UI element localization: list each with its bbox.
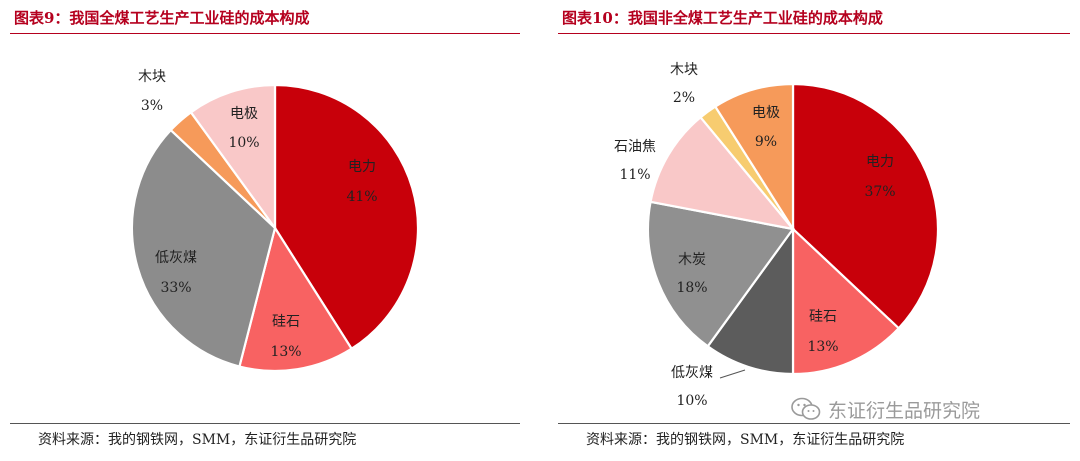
chart-title-right: 图表10：我国非全煤工艺生产工业硅的成本构成 — [562, 9, 883, 27]
pie-slice — [791, 82, 940, 330]
title-divider-right — [558, 33, 1070, 34]
slice-label: 低灰煤 — [155, 250, 197, 266]
pie-slice — [238, 225, 354, 373]
chart-title-left: 图表9：我国全煤工艺生产工业硅的成本构成 — [14, 9, 310, 27]
slice-label: 电力 — [866, 154, 894, 170]
slice-value-label: 13% — [270, 344, 301, 360]
slice-value-label: 10% — [228, 135, 259, 151]
slice-value-label: 10% — [676, 393, 707, 409]
source-note-left: 资料来源：我的钢铁网，SMM，东证衍生品研究院 — [38, 432, 357, 448]
watermark: 东证衍生品研究院 — [790, 392, 980, 426]
pie-slice — [713, 82, 795, 233]
pie-slice — [706, 225, 795, 376]
slice-value-label: 11% — [619, 167, 650, 183]
source-divider-right — [558, 423, 1070, 424]
slice-label: 木块 — [138, 69, 166, 85]
wechat-icon — [791, 397, 821, 420]
chart-panel-right: 图表10：我国非全煤工艺生产工业硅的成本构成 电力 37% 硅石 13% 低灰煤 10% 木… — [548, 0, 1080, 461]
slice-value-label: 2% — [673, 90, 695, 106]
pie-chart-right: 电力 37% 硅石 13% 低灰煤 10% 木炭 18% 石油焦 11% 木块 2% 电极 9% — [614, 62, 940, 409]
chart-panel-left: 图表9：我国全煤工艺生产工业硅的成本构成 电力 41% 硅石 13% 低灰煤 33% 木块 3… — [0, 0, 530, 461]
slice-label: 电力 — [348, 159, 376, 175]
source-note-right: 资料来源：我的钢铁网，SMM，东证衍生品研究院 — [586, 432, 905, 448]
slice-label: 硅石 — [272, 314, 300, 330]
slice-label: 低灰煤 — [671, 365, 713, 381]
slice-label: 石油焦 — [614, 139, 656, 155]
watermark-text: 东证衍生品研究院 — [828, 399, 981, 422]
slice-label: 硅石 — [809, 309, 837, 325]
pie-slice — [791, 226, 901, 376]
slice-value-label: 41% — [346, 189, 377, 205]
pie-slice — [649, 115, 796, 231]
slice-value-label: 3% — [141, 98, 163, 114]
slice-value-label: 33% — [160, 280, 191, 296]
slice-value-label: 18% — [676, 280, 707, 296]
slice-value-label: 9% — [755, 134, 777, 150]
slice-value-label: 37% — [864, 184, 895, 200]
leader-line — [719, 369, 746, 379]
title-divider-left — [10, 33, 520, 34]
slice-value-label: 13% — [807, 339, 838, 355]
pie-slice — [130, 128, 277, 368]
slice-label: 电极 — [230, 106, 258, 122]
slice-label: 电极 — [752, 105, 780, 121]
pie-chart-left: 电力 41% 硅石 13% 低灰煤 33% 木块 3% 电极 10% — [130, 69, 420, 373]
source-divider-left — [10, 423, 520, 424]
slice-label: 木炭 — [678, 252, 706, 268]
slice-label: 木块 — [670, 62, 698, 78]
pie-slice — [189, 83, 277, 232]
pie-slice — [646, 200, 795, 348]
